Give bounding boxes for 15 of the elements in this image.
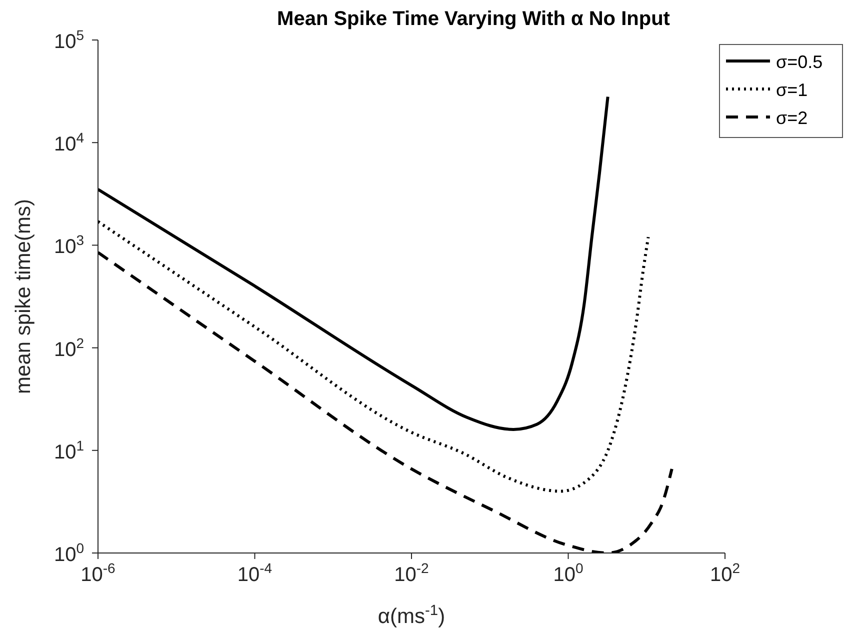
x-tick-label: 10$^{0}$ <box>553 560 584 586</box>
x-axis-title: α(ms$^{-1}$) <box>378 603 446 628</box>
x-tick-label: 10$^{2}$ <box>710 560 740 586</box>
y-tick-label: 10$^{2}$ <box>54 334 84 361</box>
y-axis-title: mean spike time(ms) <box>12 199 35 394</box>
y-tick-label: 10$^{5}$ <box>54 27 84 53</box>
x-tick-label: 10$^{-4}$ <box>237 560 272 586</box>
legend-label: σ=0.5 <box>776 52 823 72</box>
chart-title: Mean Spike Time Varying With α No Input <box>277 8 670 30</box>
y-tick-label: 10$^{1}$ <box>54 437 84 464</box>
x-tick-label: 10$^{-2}$ <box>394 560 430 586</box>
legend-label: σ=2 <box>776 108 808 128</box>
y-tick-label: 10$^{4}$ <box>54 130 84 156</box>
y-tick-label: 10$^{3}$ <box>54 232 84 258</box>
legend-label: σ=1 <box>776 80 808 100</box>
